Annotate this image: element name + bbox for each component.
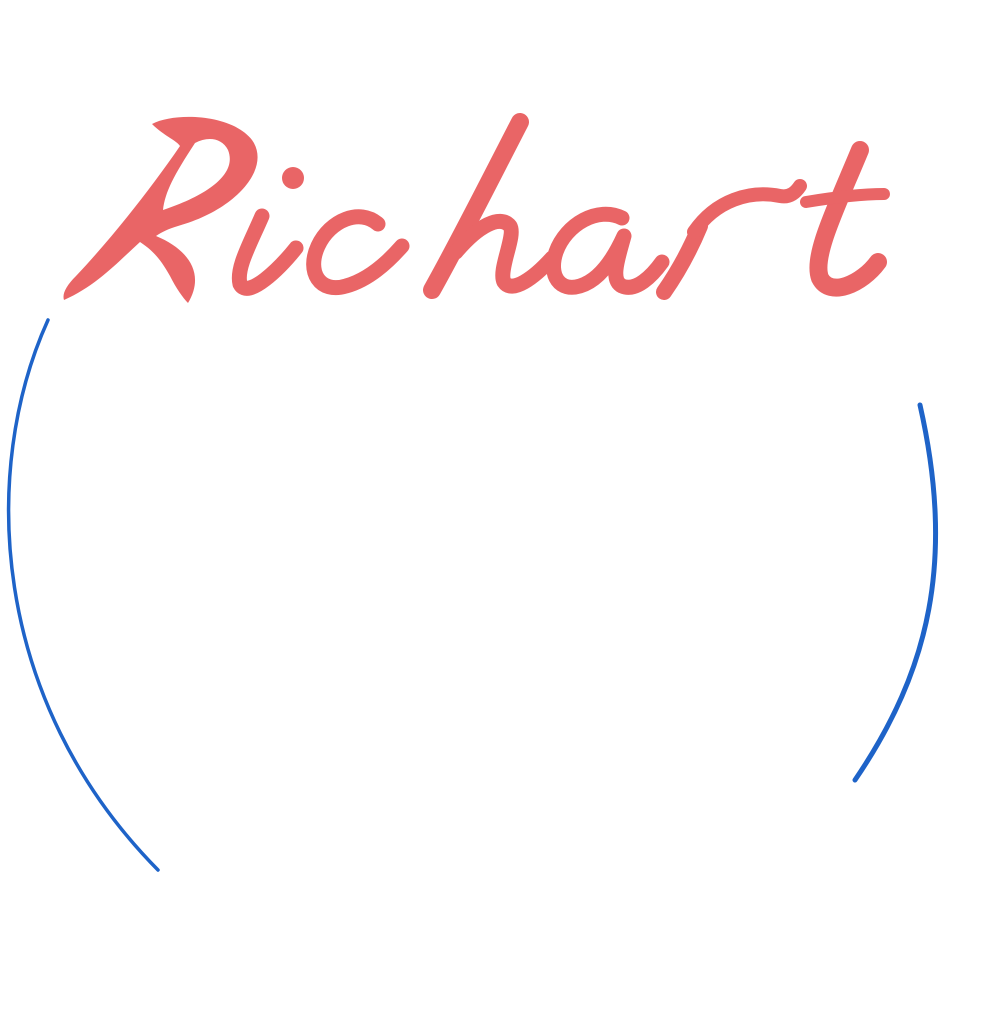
ring-arc-right bbox=[852, 402, 939, 783]
ring-arc-left bbox=[6, 318, 160, 872]
wordmark-richart bbox=[63, 113, 890, 303]
